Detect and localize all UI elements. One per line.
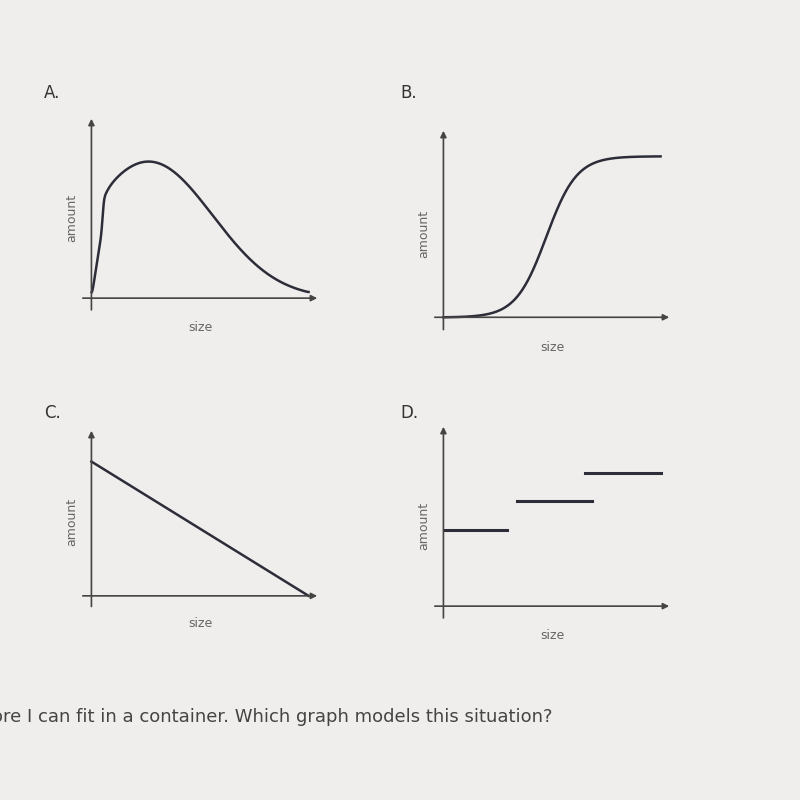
Text: A.: A. <box>44 84 60 102</box>
X-axis label: size: size <box>540 630 564 642</box>
Text: B.: B. <box>400 84 417 102</box>
X-axis label: size: size <box>540 342 564 354</box>
Y-axis label: amount: amount <box>418 210 430 258</box>
X-axis label: size: size <box>188 618 212 630</box>
Y-axis label: amount: amount <box>418 502 430 550</box>
Y-axis label: amount: amount <box>66 498 78 546</box>
Text: D.: D. <box>400 404 418 422</box>
Y-axis label: amount: amount <box>66 194 78 242</box>
Text: C.: C. <box>44 404 61 422</box>
X-axis label: size: size <box>188 322 212 334</box>
Text: ore I can fit in a container. Which graph models this situation?: ore I can fit in a container. Which grap… <box>0 708 553 726</box>
